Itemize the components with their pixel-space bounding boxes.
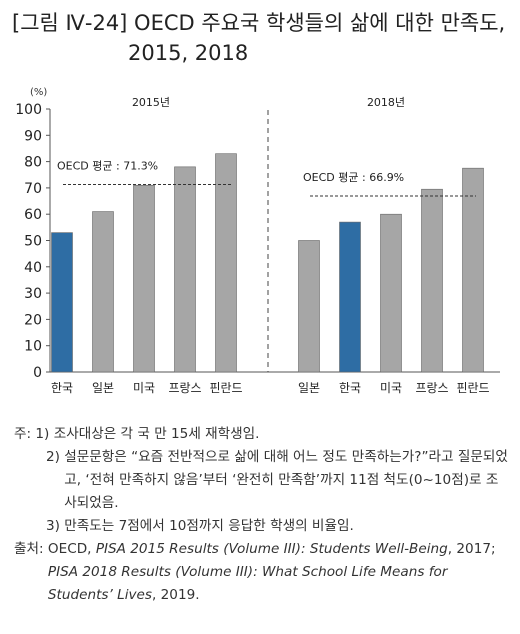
- x-tick-label: 미국: [380, 381, 402, 395]
- bar: [462, 167, 484, 373]
- y-tick-label: 20: [24, 312, 42, 328]
- y-tick-label: 0: [33, 365, 42, 381]
- oecd-average-label: OECD 평균 : 71.3%: [57, 159, 158, 172]
- y-tick-label: 80: [24, 155, 42, 171]
- bar: [215, 153, 237, 373]
- figure-title: [그림 Ⅳ-24] OECD 주요국 학생들의 삶에 대한 만족도, 2015,…: [12, 8, 512, 68]
- y-tick-label: 30: [24, 286, 42, 302]
- bar: [421, 188, 443, 373]
- x-tick-label: 프랑스: [168, 381, 201, 395]
- y-tick-label: 90: [24, 128, 42, 144]
- figure-title-line2: 2015, 2018: [128, 41, 249, 65]
- y-unit-label: (%): [30, 87, 47, 98]
- bar: [92, 211, 114, 373]
- oecd-average-label: OECD 평균 : 66.9%: [303, 171, 404, 184]
- source-note: 출처: OECD, PISA 2015 Results (Volume III)…: [14, 541, 496, 603]
- y-tick-label: 100: [15, 102, 42, 118]
- y-tick-label: 50: [24, 234, 42, 250]
- bar: [298, 240, 320, 373]
- figure-title-line1: [그림 Ⅳ-24] OECD 주요국 학생들의 삶에 대한 만족도,: [12, 11, 506, 35]
- x-tick-label: 핀란드: [456, 381, 489, 395]
- panel-label: 2015년: [132, 96, 170, 109]
- note-1: 주: 1) 조사대상은 각 국 만 15세 재학생임.: [14, 426, 260, 442]
- source-title-2018: PISA 2018 Results (Volume III): What Sch…: [47, 564, 448, 603]
- bar: [380, 213, 402, 373]
- x-tick-label: 핀란드: [209, 381, 242, 395]
- panel-label: 2018년: [367, 96, 405, 109]
- x-tick-label: 미국: [133, 381, 155, 395]
- note-3: 3) 만족도는 7점에서 10점까지 응답한 학생의 비율임.: [46, 518, 354, 534]
- y-tick-label: 70: [24, 181, 42, 197]
- y-tick-label: 10: [24, 339, 42, 355]
- figure-notes: 주: 1) 조사대상은 각 국 만 15세 재학생임. 2) 설문문항은 “요즘…: [14, 423, 510, 607]
- x-tick-label: 한국: [339, 381, 361, 395]
- source-title-2015: PISA 2015 Results (Volume III): Students…: [95, 541, 448, 557]
- bar: [339, 221, 361, 373]
- x-tick-label: 일본: [298, 381, 320, 395]
- y-tick-label: 40: [24, 260, 42, 276]
- x-tick-label: 프랑스: [415, 381, 448, 395]
- x-tick-label: 일본: [92, 381, 114, 395]
- y-tick-label: 60: [24, 207, 42, 223]
- x-tick-label: 한국: [51, 381, 73, 395]
- bar: [133, 184, 155, 373]
- bar: [174, 166, 196, 373]
- note-2: 2) 설문문항은 “요즘 전반적으로 삶에 대해 어느 정도 만족하는가?”라고…: [46, 449, 508, 511]
- bar: [51, 232, 73, 373]
